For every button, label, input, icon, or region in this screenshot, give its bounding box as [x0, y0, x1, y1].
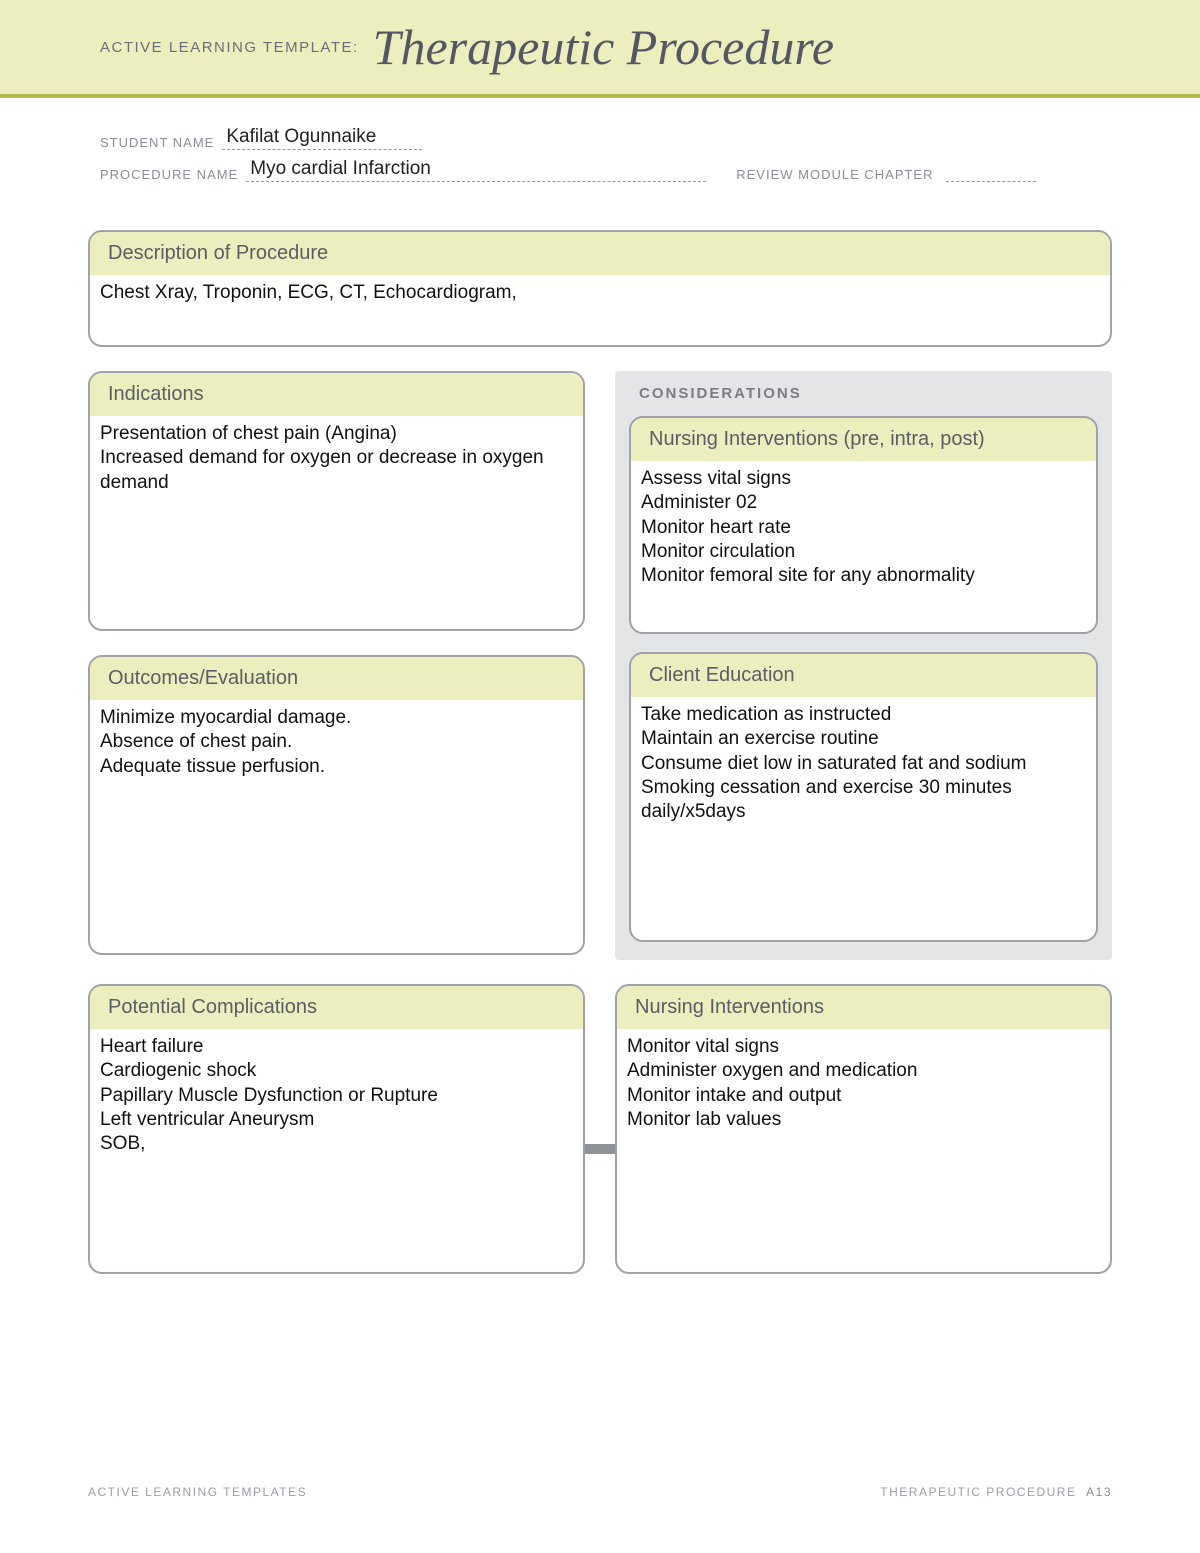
header-banner: ACTIVE LEARNING TEMPLATE: Therapeutic Pr… [0, 0, 1200, 98]
description-title: Description of Procedure [90, 232, 1110, 275]
nursing-pre-box: Nursing Interventions (pre, intra, post)… [629, 416, 1098, 634]
indications-title: Indications [90, 373, 583, 416]
nursing-pre-body: Assess vital signs Administer 02 Monitor… [631, 461, 1096, 599]
review-module-label: REVIEW MODULE CHAPTER [736, 167, 933, 182]
indications-box: Indications Presentation of chest pain (… [88, 371, 585, 631]
considerations-label: CONSIDERATIONS [639, 385, 1098, 402]
client-ed-body: Take medication as instructed Maintain a… [631, 697, 1096, 835]
connector-bar [585, 1144, 615, 1154]
review-module-blank [946, 164, 1036, 182]
outcomes-body: Minimize myocardial damage. Absence of c… [90, 700, 583, 789]
nursing2-body: Monitor vital signs Administer oxygen an… [617, 1029, 1110, 1142]
page-footer: ACTIVE LEARNING TEMPLATES THERAPEUTIC PR… [88, 1485, 1112, 1499]
footer-page-number: A13 [1086, 1485, 1112, 1499]
banner-title: Therapeutic Procedure [373, 18, 834, 76]
indications-body: Presentation of chest pain (Angina) Incr… [90, 416, 583, 505]
nursing-pre-title: Nursing Interventions (pre, intra, post) [631, 418, 1096, 461]
student-name-value: Kafilat Ogunnaike [222, 126, 422, 150]
content-area: Description of Procedure Chest Xray, Tro… [0, 200, 1200, 1274]
description-body: Chest Xray, Troponin, ECG, CT, Echocardi… [90, 275, 1110, 345]
outcomes-box: Outcomes/Evaluation Minimize myocardial … [88, 655, 585, 955]
procedure-name-value: Myo cardial Infarction [246, 158, 706, 182]
nursing2-box: Nursing Interventions Monitor vital sign… [615, 984, 1112, 1274]
procedure-name-label: PROCEDURE NAME [100, 167, 238, 182]
student-name-label: STUDENT NAME [100, 135, 214, 150]
complications-body: Heart failure Cardiogenic shock Papillar… [90, 1029, 583, 1167]
client-ed-title: Client Education [631, 654, 1096, 697]
outcomes-title: Outcomes/Evaluation [90, 657, 583, 700]
banner-prefix: ACTIVE LEARNING TEMPLATE: [100, 39, 359, 56]
footer-left: ACTIVE LEARNING TEMPLATES [88, 1485, 307, 1499]
footer-right-label: THERAPEUTIC PROCEDURE [880, 1485, 1076, 1499]
nursing2-title: Nursing Interventions [617, 986, 1110, 1029]
considerations-group: CONSIDERATIONS Nursing Interventions (pr… [615, 371, 1112, 960]
footer-right: THERAPEUTIC PROCEDURE A13 [880, 1485, 1112, 1499]
complications-box: Potential Complications Heart failure Ca… [88, 984, 585, 1274]
meta-section: STUDENT NAME Kafilat Ogunnaike PROCEDURE… [0, 98, 1200, 200]
complications-title: Potential Complications [90, 986, 583, 1029]
client-ed-box: Client Education Take medication as inst… [629, 652, 1098, 942]
description-box: Description of Procedure Chest Xray, Tro… [88, 230, 1112, 347]
